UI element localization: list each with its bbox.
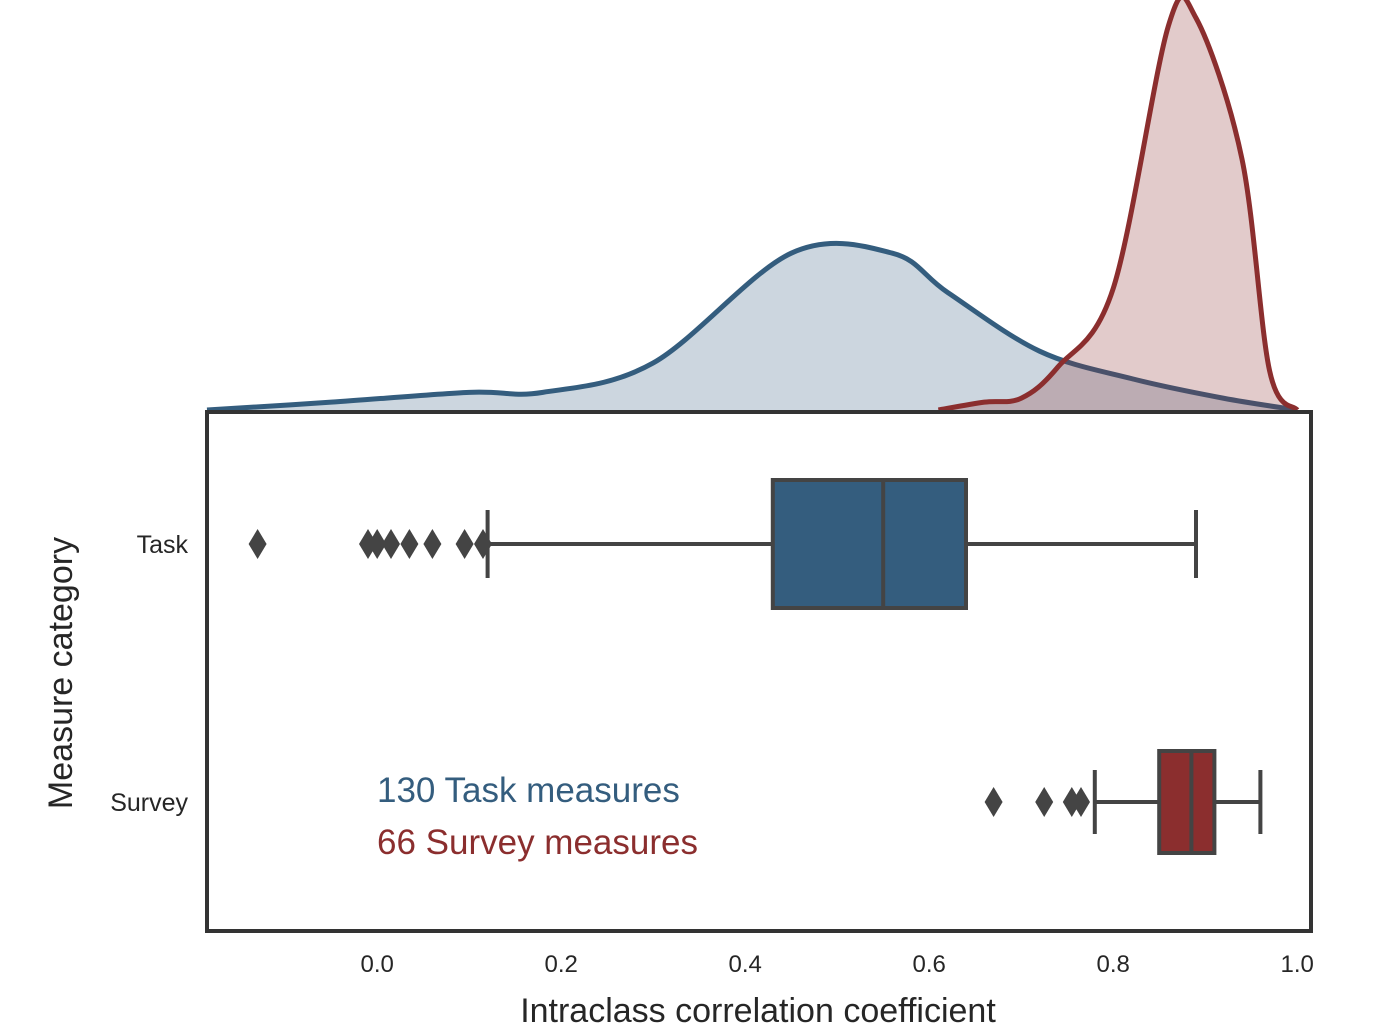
survey-outlier-3 (1062, 787, 1081, 817)
task-outlier-5 (400, 529, 419, 559)
y-tick-label-survey: Survey (110, 789, 188, 817)
task-outlier-2 (359, 529, 377, 559)
survey-outlier-4 (1072, 787, 1090, 817)
task-outlier-3 (368, 529, 387, 559)
density-fill-survey (938, 0, 1298, 410)
y-axis-title: Measure category (42, 537, 80, 809)
task-outlier-8 (474, 529, 492, 559)
density-plot (206, 0, 1300, 413)
density-line-task (206, 240, 1298, 413)
x-tick-label: 0.2 (545, 951, 578, 978)
x-axis-ticks: 0.0 0.2 0.4 0.6 0.8 1.0 (361, 951, 1314, 978)
density-fill-task (207, 243, 1298, 410)
x-tick-label: 0.6 (913, 951, 946, 978)
task-outlier-1 (248, 529, 267, 559)
annotation-task-count: 130 Task measures (377, 771, 680, 810)
x-tick-label: 1.0 (1281, 951, 1314, 978)
x-tick-label: 0.8 (1097, 951, 1130, 978)
x-tick-label: 0.0 (361, 951, 394, 978)
y-axis-categories: Task Survey (110, 531, 188, 817)
task-outlier-6 (423, 529, 442, 559)
box-plot (248, 478, 1263, 855)
survey-outlier-1 (984, 787, 1003, 817)
survey-box (1157, 749, 1217, 855)
x-axis-title: Intraclass correlation coefficient (520, 992, 996, 1030)
task-box (770, 478, 968, 610)
density-line-survey (937, 0, 1300, 413)
task-outlier-7 (455, 529, 474, 559)
annotation-survey-count: 66 Survey measures (377, 823, 698, 862)
y-tick-label-task: Task (137, 531, 189, 559)
plot-frame (205, 410, 1313, 933)
x-tick-label: 0.4 (729, 951, 762, 978)
task-outlier-4 (382, 529, 400, 559)
survey-outlier-2 (1035, 787, 1054, 817)
